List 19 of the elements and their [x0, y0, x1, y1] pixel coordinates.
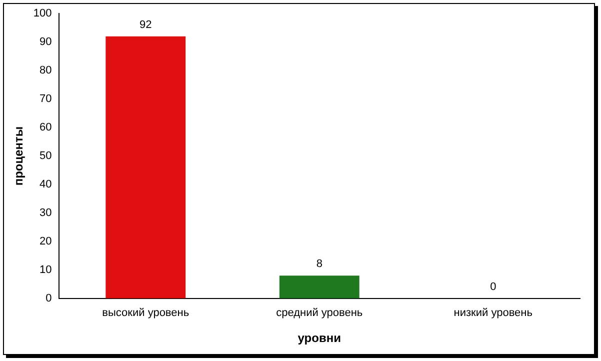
y-tick-label: 0 [46, 292, 52, 304]
data-label: 8 [316, 258, 322, 270]
y-axis-title: проценты [12, 126, 26, 186]
x-tick-label: средний уровень [276, 307, 363, 320]
y-tick-label: 80 [40, 64, 52, 77]
data-label: 92 [140, 18, 152, 31]
y-tick-label: 100 [33, 8, 52, 20]
x-tick-label: высокий уровень [102, 307, 190, 320]
y-tick-label: 70 [40, 93, 52, 106]
y-tick-label: 60 [40, 122, 52, 134]
y-tick-label: 40 [40, 178, 52, 191]
y-tick-label: 20 [40, 235, 52, 248]
data-label: 0 [490, 280, 496, 293]
y-tick-label: 30 [40, 206, 52, 219]
y-tick-label: 90 [40, 36, 52, 48]
x-axis-title: уровни [298, 331, 341, 346]
y-tick-label: 50 [40, 150, 52, 162]
x-tick-label: низкий уровень [454, 307, 533, 320]
y-tick-label: 10 [40, 264, 52, 276]
